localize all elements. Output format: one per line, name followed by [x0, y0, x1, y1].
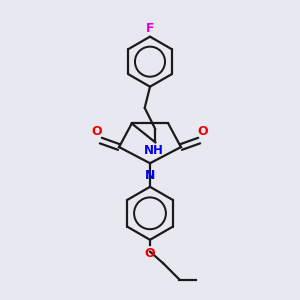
Text: O: O [145, 247, 155, 260]
Text: O: O [92, 125, 102, 138]
Text: O: O [198, 125, 208, 138]
Text: NH: NH [144, 144, 164, 157]
Text: F: F [146, 22, 154, 35]
Text: N: N [145, 169, 155, 182]
